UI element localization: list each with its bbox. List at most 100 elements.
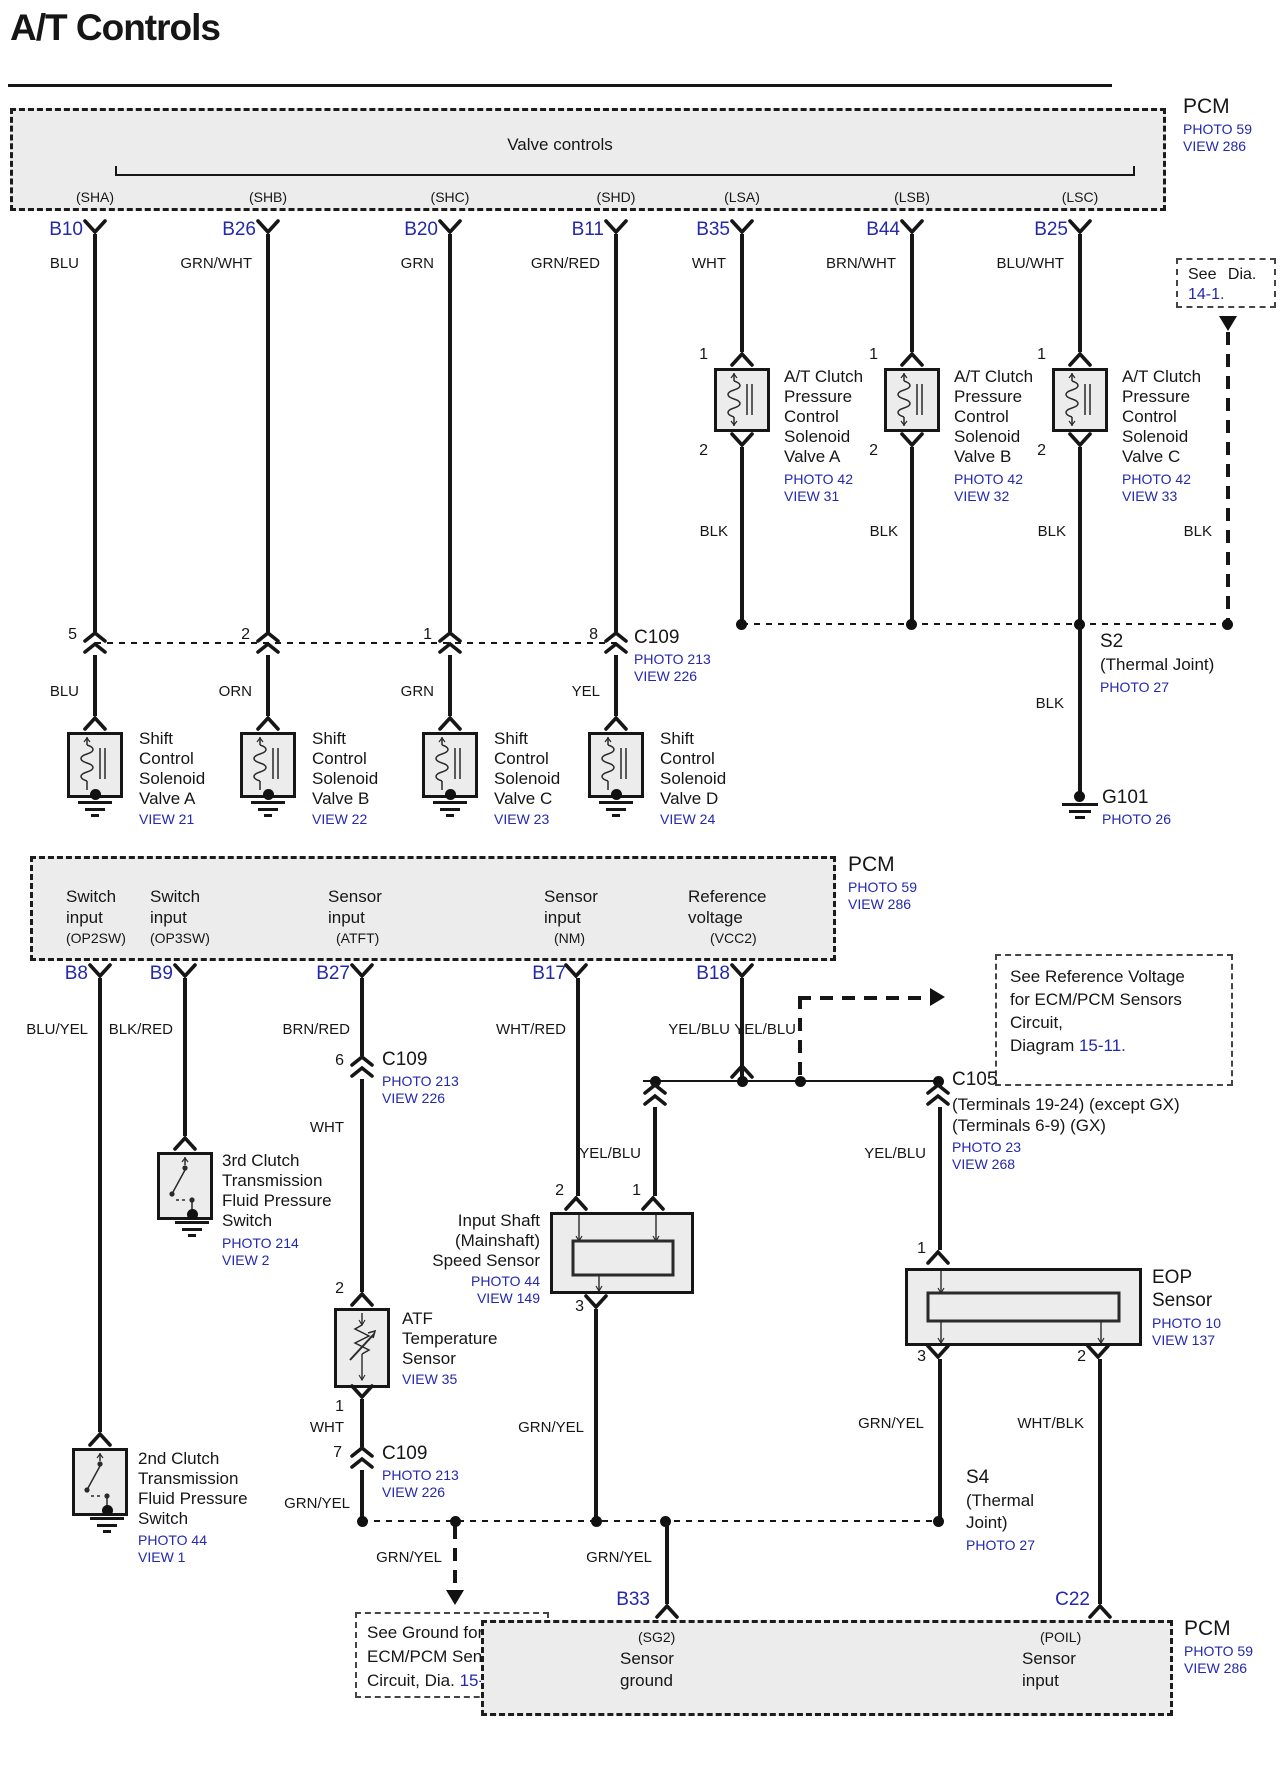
s2-photo-ref[interactable]: PHOTO 27 [1100, 679, 1169, 695]
eop-view-ref[interactable]: VIEW 137 [1152, 1332, 1216, 1348]
flow-arrow-down-icon [1219, 316, 1237, 331]
wire-eop-pin3 [938, 1359, 942, 1522]
shift-b-view-ref[interactable]: VIEW 22 [312, 811, 368, 827]
clutch2-label-4: Switch [138, 1509, 189, 1528]
ground-icon [90, 1517, 124, 1520]
atf-label-2: Temperature [402, 1329, 498, 1348]
shift-d-label-3: Solenoid [660, 769, 727, 788]
wire-color-blu: BLU [49, 255, 79, 272]
junction-dot [933, 1516, 944, 1527]
s4-photo-ref[interactable]: PHOTO 27 [966, 1537, 1035, 1553]
junction-dot [357, 1516, 368, 1527]
g101-photo-ref[interactable]: PHOTO 26 [1102, 811, 1171, 827]
c109c-view-ref[interactable]: VIEW 226 [382, 1484, 446, 1500]
c109b-view-ref[interactable]: VIEW 226 [382, 1090, 446, 1106]
see-dia-ref[interactable]: 14-1. [1188, 286, 1225, 303]
pin-b10: B10 [49, 219, 83, 240]
c105-view-ref[interactable]: VIEW 268 [952, 1156, 1016, 1172]
pcm-bot-photo-ref[interactable]: PHOTO 59 [1184, 1643, 1253, 1659]
acpc-b-photo-ref[interactable]: PHOTO 42 [954, 471, 1023, 487]
acpc-b-view-ref[interactable]: VIEW 32 [954, 488, 1010, 504]
pcm-mid-view-ref[interactable]: VIEW 286 [848, 896, 912, 912]
pcm-mid-photo-ref[interactable]: PHOTO 59 [848, 879, 917, 895]
pcm-bot-label: PCM [1184, 1617, 1231, 1640]
bracket-hook-right [1133, 166, 1135, 175]
ground-icon [97, 1524, 117, 1527]
connector-fork [900, 432, 924, 447]
wire-color-grnyel-ss: GRN/YEL [518, 1419, 584, 1436]
s4-label: S4 [966, 1467, 990, 1488]
clutch3-view-ref[interactable]: VIEW 2 [222, 1252, 270, 1268]
pcm-top-label: PCM [1183, 95, 1230, 118]
see-ref-dia-ref[interactable]: 15-11. [1078, 1036, 1126, 1055]
clutch2-label-1: 2nd Clutch [138, 1449, 220, 1468]
atf-label-1: ATF [402, 1309, 433, 1328]
wire-b8 [98, 978, 102, 1432]
see-ref-line3: Circuit, [1010, 1013, 1063, 1032]
wire-acpc-b-gnd [910, 447, 914, 625]
shift-a-label-4: Valve A [139, 789, 196, 808]
shift-a-view-ref[interactable]: VIEW 21 [139, 811, 195, 827]
wire-acpc-a-gnd [740, 447, 744, 625]
junction-dot [795, 1076, 806, 1087]
pcm-top-photo-ref[interactable]: PHOTO 59 [1183, 121, 1252, 137]
shift-d-view-ref[interactable]: VIEW 24 [660, 811, 716, 827]
c109a-view-ref[interactable]: VIEW 226 [634, 668, 698, 684]
connector-fork [926, 1250, 950, 1265]
pcm-bot-sg2-1: Sensor [620, 1649, 674, 1668]
acpc-b-pin1: 1 [869, 346, 878, 363]
pcm-top-view-ref[interactable]: VIEW 286 [1183, 138, 1247, 154]
eop-pin1: 1 [917, 1240, 926, 1257]
ss-view-ref[interactable]: VIEW 149 [476, 1290, 540, 1306]
wire-acpc-c-gnd [1078, 447, 1082, 625]
junction-dot [737, 1076, 748, 1087]
wire-eop-pin1 [938, 1107, 942, 1250]
solenoid-coil-icon [727, 373, 753, 426]
shift-c-view-ref[interactable]: VIEW 23 [494, 811, 550, 827]
ground-icon [182, 1228, 202, 1231]
connector-fork [1068, 432, 1092, 447]
atf-view-ref[interactable]: VIEW 35 [402, 1371, 458, 1387]
c109a-photo-ref[interactable]: PHOTO 213 [634, 651, 711, 667]
connector-fork [1068, 219, 1092, 234]
ss-label-3: Speed Sensor [432, 1251, 540, 1270]
shift-a-label-3: Solenoid [139, 769, 206, 788]
eop-photo-ref[interactable]: PHOTO 10 [1152, 1315, 1221, 1331]
wire-shc [448, 234, 452, 632]
pcm-mid-term-op2sw-2: input [66, 908, 103, 927]
clutch3-label-1: 3rd Clutch [222, 1151, 300, 1170]
bottom-junction-line [362, 1520, 940, 1522]
connector-fork [83, 219, 107, 234]
shift-valve-c-box [422, 732, 478, 798]
pcm-mid-term-vcc2-tag: (VCC2) [710, 930, 757, 946]
clutch2-view-ref[interactable]: VIEW 1 [138, 1549, 186, 1565]
clutch2-label-2: Transmission [138, 1469, 239, 1488]
inline-connector [438, 631, 462, 654]
c109c-photo-ref[interactable]: PHOTO 213 [382, 1467, 459, 1483]
clutch2-photo-ref[interactable]: PHOTO 44 [138, 1532, 207, 1548]
acpc-c-view-ref[interactable]: VIEW 33 [1122, 488, 1178, 504]
acpc-c-photo-ref[interactable]: PHOTO 42 [1122, 471, 1191, 487]
wire-ss-pin1 [653, 1107, 657, 1196]
clutch3-label-4: Switch [222, 1211, 273, 1230]
wire-color-brnred: BRN/RED [282, 1021, 350, 1038]
acpc-a-view-ref[interactable]: VIEW 31 [784, 488, 840, 504]
clutch3-photo-ref[interactable]: PHOTO 214 [222, 1235, 299, 1251]
connector-fork [584, 1294, 608, 1309]
pcm-mid-term-op3sw-tag: (OP3SW) [150, 930, 210, 946]
pcm-mid-term-nm-tag: (NM) [554, 930, 586, 946]
acpc-a-photo-ref[interactable]: PHOTO 42 [784, 471, 853, 487]
ss-pin3: 3 [575, 1298, 584, 1315]
see-gnd-line2: ECM/PCM Sensors [367, 1647, 515, 1666]
c109b-photo-ref[interactable]: PHOTO 213 [382, 1073, 459, 1089]
s4-type-2: Joint) [966, 1513, 1008, 1532]
wire-color-wht: WHT [691, 255, 726, 272]
c105-photo-ref[interactable]: PHOTO 23 [952, 1139, 1021, 1155]
ss-photo-ref[interactable]: PHOTO 44 [471, 1273, 540, 1289]
connector-fork [900, 352, 924, 367]
eop-pin2: 2 [1077, 1348, 1086, 1365]
pcm-bot-view-ref[interactable]: VIEW 286 [1184, 1660, 1248, 1676]
terminal-shb: (SHB) [248, 189, 288, 205]
wire-b18 [740, 978, 744, 1081]
